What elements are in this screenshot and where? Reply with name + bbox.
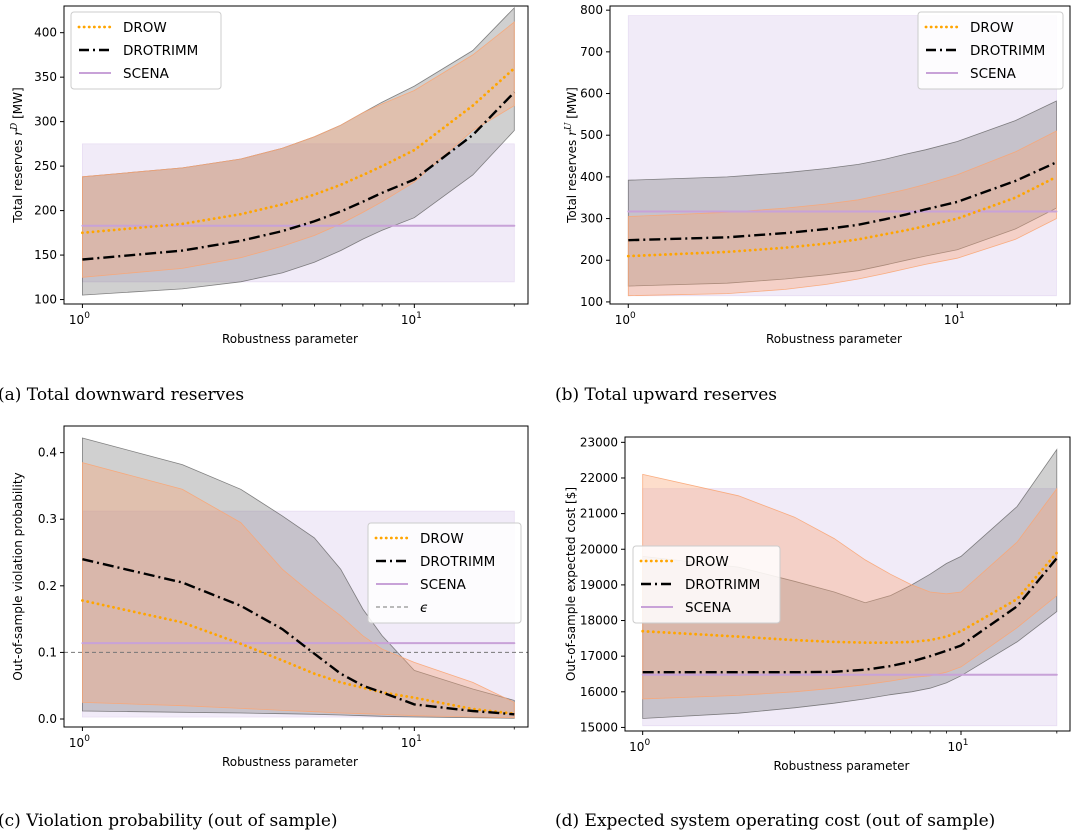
x-tick-label: 100 bbox=[69, 311, 90, 327]
legend-label: SCENA bbox=[970, 66, 1017, 82]
y-tick-label: 250 bbox=[34, 159, 57, 173]
x-tick-label: 100 bbox=[615, 311, 636, 327]
y-tick-label: 350 bbox=[34, 70, 57, 84]
legend-label: SCENA bbox=[123, 66, 170, 82]
legend-label: SCENA bbox=[420, 577, 467, 593]
x-tick-label: 100 bbox=[69, 734, 90, 750]
series-line-drotrimm bbox=[628, 161, 1057, 242]
y-tick-label: 100 bbox=[580, 295, 603, 309]
legend-box bbox=[367, 522, 522, 624]
y-tick-label: 300 bbox=[34, 115, 57, 129]
y-tick-label: 0.1 bbox=[38, 645, 57, 659]
chart-panel-d: 15000 16000 17000 18000 19000 20000 21000 22000… bbox=[555, 435, 1071, 831]
chart-panel-b: 100 200 300 400 500 600 700 800 100 101 Robustness… bbox=[555, 3, 1071, 405]
y-tick-label: 300 bbox=[580, 212, 603, 226]
legend-label: DROTRIMM bbox=[970, 43, 1045, 59]
legend: DROW DROTRIMM SCENA bbox=[917, 11, 1064, 90]
y-axis-label: Total reserves rU [MW] bbox=[564, 87, 579, 224]
plot-area bbox=[641, 448, 1059, 727]
band-drotrimm bbox=[82, 437, 515, 719]
y-tick-label: 200 bbox=[580, 253, 603, 267]
y-tick-label: 800 bbox=[580, 3, 603, 17]
panel-caption: (d) Expected system operating cost (out … bbox=[555, 811, 995, 831]
axes-frame bbox=[624, 436, 1071, 732]
series-line-drow bbox=[81, 66, 516, 235]
band-drow bbox=[82, 21, 515, 278]
x-tick-label: 101 bbox=[947, 738, 968, 754]
axes-frame bbox=[63, 5, 529, 305]
y-tick-label: 0.4 bbox=[38, 446, 57, 460]
legend: DROW DROTRIMM SCENA bbox=[70, 11, 222, 90]
legend: DROW DROTRIMM SCENA ϵ bbox=[367, 522, 522, 624]
y-tick-label: 18000 bbox=[580, 614, 618, 628]
band-drow bbox=[82, 462, 515, 719]
legend-box bbox=[917, 11, 1064, 90]
y-tick-label: 15000 bbox=[580, 720, 618, 734]
y-tick-label: 22000 bbox=[580, 471, 618, 485]
y-axis-label: Out-of-sample expected cost [$] bbox=[564, 487, 578, 681]
x-axis-label: Robustness parameter bbox=[766, 332, 902, 346]
legend-label: DROW bbox=[970, 20, 1014, 36]
y-tick-label: 20000 bbox=[580, 542, 618, 556]
x-axis-label: Robustness parameter bbox=[222, 755, 358, 769]
band-drow bbox=[642, 473, 1058, 700]
legend-label: DROTRIMM bbox=[123, 43, 198, 59]
y-tick-label: 100 bbox=[34, 293, 57, 307]
y-tick-label: 400 bbox=[34, 26, 57, 40]
y-tick-label: 0.2 bbox=[38, 579, 57, 593]
y-tick-label: 700 bbox=[580, 45, 603, 59]
chart-panel-c: 0.0 0.1 0.2 0.3 0.4 100 101 Robustness paramete… bbox=[0, 425, 529, 831]
y-tick-label: 16000 bbox=[580, 685, 618, 699]
y-tick-label: 600 bbox=[580, 87, 603, 101]
legend-label: DROW bbox=[420, 531, 464, 547]
panel-caption: (a) Total downward reserves bbox=[0, 385, 244, 405]
series-line-drow bbox=[641, 551, 1059, 644]
x-axis-label: Robustness parameter bbox=[774, 759, 910, 773]
x-tick-label: 101 bbox=[944, 311, 965, 327]
band-drow bbox=[627, 130, 1057, 297]
y-tick-label: 23000 bbox=[580, 435, 618, 449]
series-line-drotrimm bbox=[642, 557, 1058, 674]
legend-label: DROTRIMM bbox=[420, 554, 495, 570]
legend: DROW DROTRIMM SCENA bbox=[632, 545, 781, 624]
y-tick-label: 21000 bbox=[580, 507, 618, 521]
axes-frame bbox=[63, 425, 529, 728]
x-tick-label: 101 bbox=[401, 734, 422, 750]
band-drotrimm bbox=[642, 448, 1058, 719]
y-axis-label: Total reserves rD [MW] bbox=[10, 87, 25, 223]
y-tick-label: 19000 bbox=[580, 578, 618, 592]
legend-label: ϵ bbox=[420, 600, 428, 616]
y-tick-label: 200 bbox=[34, 204, 57, 218]
series-line-drow bbox=[626, 175, 1058, 258]
panel-caption: (c) Violation probability (out of sample… bbox=[0, 811, 338, 831]
y-tick-label: 150 bbox=[34, 248, 57, 262]
legend-box bbox=[632, 545, 781, 624]
y-tick-label: 0.3 bbox=[38, 512, 57, 526]
y-tick-label: 400 bbox=[580, 170, 603, 184]
legend-label: DROTRIMM bbox=[685, 577, 760, 593]
y-axis-label: Out-of-sample violation probability bbox=[11, 472, 25, 680]
legend-box bbox=[70, 11, 222, 90]
chart-panel-a: 100 150 200 250 300 350 400 100 101 Robustness pa… bbox=[0, 5, 529, 405]
x-tick-label: 101 bbox=[401, 311, 422, 327]
x-tick-label: 100 bbox=[629, 738, 650, 754]
y-tick-label: 17000 bbox=[580, 649, 618, 663]
y-tick-label: 500 bbox=[580, 128, 603, 142]
legend-label: DROW bbox=[685, 554, 729, 570]
series-line-drow bbox=[81, 599, 516, 716]
panel-caption: (b) Total upward reserves bbox=[555, 385, 777, 405]
legend-label: DROW bbox=[123, 20, 167, 36]
plot-area bbox=[81, 6, 516, 296]
legend-label: SCENA bbox=[685, 600, 732, 616]
band-scena bbox=[82, 143, 515, 283]
y-tick-label: 0.0 bbox=[38, 712, 57, 726]
series-line-drotrimm bbox=[82, 558, 515, 716]
axes-frame bbox=[609, 5, 1071, 305]
x-axis-label: Robustness parameter bbox=[222, 332, 358, 346]
